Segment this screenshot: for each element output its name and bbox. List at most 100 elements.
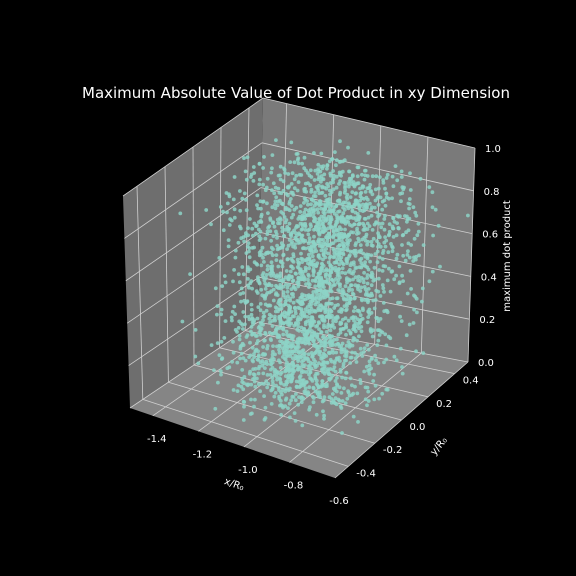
x-tick-label: -0.6	[329, 496, 349, 507]
scatter-point	[291, 300, 296, 305]
scatter-point	[231, 197, 236, 202]
scatter-point	[334, 222, 338, 227]
scatter-point	[282, 166, 286, 171]
scatter-point	[351, 391, 356, 396]
scatter-point	[347, 253, 352, 257]
scatter-point	[252, 404, 256, 409]
scatter-point	[308, 183, 313, 188]
scatter-point	[332, 283, 337, 287]
scatter-point	[340, 266, 345, 271]
scatter-point	[303, 386, 308, 391]
scatter-point	[397, 281, 402, 286]
scatter-point	[403, 258, 408, 263]
scatter-point	[276, 286, 281, 290]
scatter-point	[212, 368, 216, 372]
scatter-point	[218, 369, 223, 373]
scatter-point	[369, 283, 374, 288]
scatter-point	[241, 399, 246, 404]
scatter-point	[334, 251, 339, 256]
scatter-point	[349, 204, 354, 209]
scatter-point	[291, 212, 296, 217]
scatter-point	[368, 201, 372, 206]
scatter-point	[286, 294, 290, 299]
scatter-point	[314, 378, 319, 383]
scatter-point	[358, 243, 363, 248]
scatter-point	[353, 202, 358, 207]
scatter-point	[273, 328, 278, 332]
scatter-point	[348, 361, 353, 365]
scatter-point	[330, 225, 335, 230]
scatter-point	[383, 244, 388, 249]
scatter-point	[277, 344, 282, 348]
scatter-point	[329, 289, 334, 294]
scatter-point	[384, 308, 388, 313]
scatter-point	[277, 314, 282, 319]
scatter-point	[287, 319, 291, 324]
scatter-point	[302, 310, 307, 315]
scatter-point	[269, 362, 273, 367]
scatter-point	[258, 236, 263, 241]
scatter-point	[255, 291, 260, 295]
scatter-point	[299, 173, 304, 177]
scatter-point	[302, 210, 307, 215]
scatter-point	[319, 275, 323, 280]
scatter-point	[304, 294, 309, 298]
scatter-point	[343, 284, 348, 289]
scatter-point	[372, 205, 377, 210]
scatter-point	[308, 248, 312, 253]
scatter-point	[180, 319, 185, 324]
scatter-point	[227, 365, 232, 370]
scatter-point	[414, 213, 419, 218]
scatter-point	[193, 328, 198, 332]
scatter-point	[230, 318, 234, 323]
scatter-point	[305, 309, 310, 314]
scatter-point	[343, 350, 347, 354]
scatter-point	[239, 299, 243, 304]
scatter-point	[296, 318, 300, 323]
scatter-point	[369, 270, 374, 275]
scatter-point	[256, 206, 260, 211]
scatter-point	[261, 271, 266, 275]
scatter-point	[244, 177, 249, 182]
scatter-point	[356, 165, 361, 170]
scatter-point	[407, 322, 412, 327]
scatter-point	[262, 382, 266, 386]
scatter-point	[365, 281, 370, 286]
scatter-point	[397, 264, 402, 269]
scatter-point	[345, 241, 350, 246]
scatter-point	[292, 411, 297, 415]
scatter-point	[344, 308, 348, 313]
scatter-point	[350, 350, 354, 355]
scatter-point	[318, 349, 322, 354]
scatter-point	[431, 233, 435, 238]
scatter-point	[299, 395, 304, 400]
scatter-point	[310, 254, 315, 259]
scatter-point	[374, 174, 379, 179]
scatter-point	[281, 290, 286, 295]
scatter-point	[358, 346, 363, 351]
scatter-point	[319, 304, 323, 308]
grid-left-y-1	[164, 166, 169, 383]
scatter-point	[275, 203, 280, 208]
scatter-point	[220, 356, 225, 361]
scatter-point	[252, 355, 256, 359]
scatter-point	[341, 247, 346, 252]
scatter-point	[307, 302, 312, 307]
chart-title: Maximum Absolute Value of Dot Product in…	[82, 84, 510, 102]
grid-left-y-3	[219, 127, 222, 348]
scatter-point	[339, 310, 344, 314]
scatter-point	[297, 365, 302, 370]
scatter-point	[332, 248, 336, 253]
scatter-point	[251, 165, 256, 169]
scatter-point	[379, 225, 384, 230]
scatter-point	[221, 228, 226, 233]
scatter-point	[241, 356, 246, 360]
scatter-point	[309, 245, 313, 250]
scatter-point	[333, 150, 337, 155]
scatter-point	[318, 307, 323, 312]
scatter-point	[188, 272, 193, 276]
scatter-point	[388, 336, 393, 341]
scatter-point	[303, 269, 308, 273]
scatter-point	[286, 172, 291, 176]
scatter-point	[261, 255, 265, 260]
